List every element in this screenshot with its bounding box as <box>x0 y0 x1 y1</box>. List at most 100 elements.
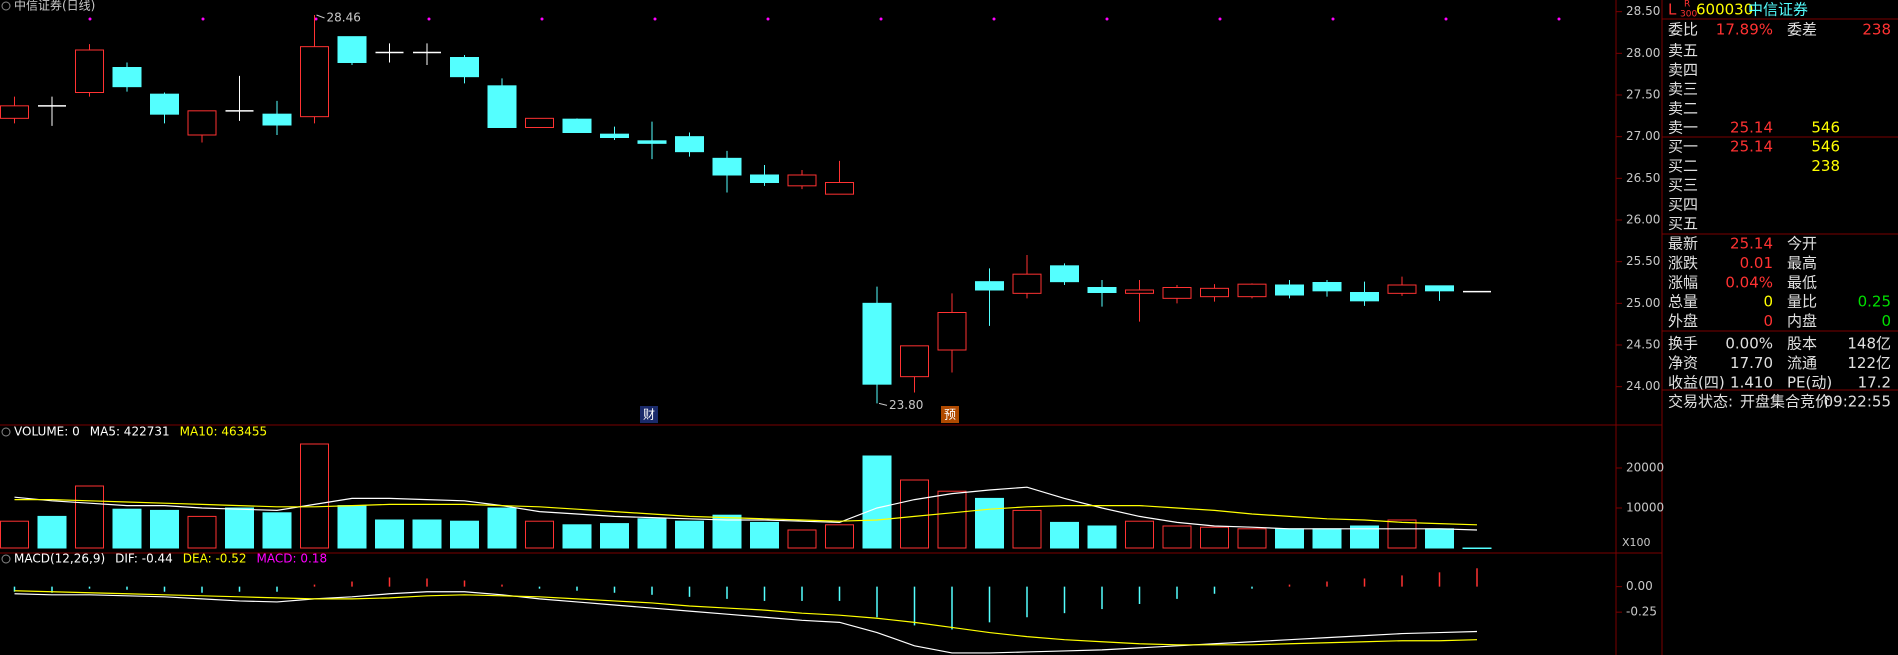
panel-text: 546 <box>1811 119 1840 137</box>
candle-body <box>0 105 29 119</box>
y-tick-label: 25.00 <box>1626 296 1660 310</box>
volume-bar <box>450 520 479 549</box>
y-tick-label: 10000 <box>1626 501 1664 515</box>
dot <box>992 17 996 21</box>
low-annotation: 23.80 <box>889 398 923 412</box>
panel-text: 0.25 <box>1858 293 1891 311</box>
dot <box>1218 17 1222 21</box>
candle-body <box>675 136 704 153</box>
y-tick-label: 24.00 <box>1626 379 1660 393</box>
panel-text: 300 <box>1680 10 1697 20</box>
marker-box <box>640 406 658 423</box>
candle-body <box>525 117 554 129</box>
volume-bar <box>937 490 967 549</box>
volume-bar <box>1162 525 1192 549</box>
dot <box>88 17 92 21</box>
y-tick-label: 20000 <box>1626 461 1664 475</box>
volume-bar <box>300 443 329 549</box>
event-marker[interactable]: 预 <box>944 408 956 422</box>
volume-bar <box>1200 526 1229 549</box>
y-tick-label: 0.00 <box>1626 579 1653 593</box>
high-annotation: 28.46 <box>327 11 361 25</box>
unit-label: X100 <box>1622 536 1651 549</box>
panel-text: 量比 <box>1787 293 1817 311</box>
panel-icon <box>1 427 11 437</box>
volume-bar <box>1125 520 1154 549</box>
panel-text: 今开 <box>1787 235 1817 253</box>
volume-bar <box>412 519 442 549</box>
volume-bar <box>1275 528 1304 549</box>
panel-text: 卖二 <box>1668 99 1698 117</box>
candle-body <box>300 46 329 118</box>
volume-bar <box>112 508 142 549</box>
y-tick-label: 28.50 <box>1626 4 1660 18</box>
panel-text: 买一 <box>1668 138 1698 156</box>
panel-text: 0.04% <box>1725 273 1773 291</box>
event-marker[interactable]: 财 <box>643 408 655 422</box>
y-tick-label: 25.50 <box>1626 254 1660 268</box>
candle-body <box>712 157 742 176</box>
panel-text: 股本 <box>1787 335 1817 353</box>
indicator-label: MA5: 422731 <box>90 425 170 439</box>
y-tick-label: 26.50 <box>1626 171 1660 185</box>
panel-text: 交易状态: <box>1668 393 1733 411</box>
panel-text: 中信证券 <box>1748 1 1808 19</box>
panel-text: 委比 <box>1668 21 1698 39</box>
panel-text: 0 <box>1763 293 1773 311</box>
candle-body <box>112 67 142 88</box>
candle-body <box>562 118 592 133</box>
volume-bar <box>0 520 29 549</box>
panel-text: 600030 <box>1696 1 1753 19</box>
candle-body <box>262 113 292 126</box>
dot <box>879 17 883 21</box>
y-tick-label: -0.25 <box>1626 605 1657 619</box>
panel-text: 最高 <box>1787 254 1817 272</box>
panel-text: 25.14 <box>1730 119 1773 137</box>
panel-icon <box>1 554 11 564</box>
volume-bar <box>1087 525 1117 549</box>
indicator-line <box>14 590 1478 646</box>
volume-bar <box>1350 525 1379 549</box>
panel-text: 卖五 <box>1668 42 1698 60</box>
annotation-arrow <box>316 14 325 19</box>
candle-body <box>750 174 779 183</box>
candle-body <box>900 345 929 378</box>
volume-bar <box>37 515 67 549</box>
volume-bar <box>487 507 517 549</box>
menu-icon[interactable] <box>1 1 11 11</box>
dot <box>766 17 770 21</box>
volume-bar <box>712 514 742 549</box>
panel-text: 开盘集合竞价 <box>1740 393 1830 411</box>
volume-bar <box>75 485 104 549</box>
panel-text: 122亿 <box>1847 354 1891 372</box>
panel-text: 17.89% <box>1716 21 1773 39</box>
volume-bar <box>262 512 292 549</box>
indicator-line <box>14 486 1478 531</box>
dot <box>427 17 431 21</box>
candle-body <box>1425 285 1454 292</box>
candle-body <box>1312 282 1342 292</box>
panel-text: 卖三 <box>1668 80 1698 98</box>
panel-text: 净资 <box>1668 354 1698 372</box>
candle-body <box>1387 284 1417 294</box>
candle-body <box>975 281 1004 291</box>
volume-bar <box>787 529 817 549</box>
panel-text: 1.410 <box>1730 373 1773 391</box>
panel-text: 09:22:55 <box>1824 393 1891 411</box>
panel-text: 0.00% <box>1725 335 1773 353</box>
dot <box>540 17 544 21</box>
candle-body <box>600 133 629 139</box>
panel-text: 最低 <box>1787 273 1817 291</box>
panel-text: 买三 <box>1668 176 1698 194</box>
panel-text: 买四 <box>1668 195 1698 213</box>
indicator-label: MA10: 463455 <box>180 425 268 439</box>
panel-text: 最新 <box>1668 235 1698 253</box>
volume-bar <box>1425 528 1454 549</box>
panel-text: 换手 <box>1668 335 1698 353</box>
dot <box>1557 17 1561 21</box>
candle-body <box>1275 284 1304 296</box>
indicator-label: DEA: -0.52 <box>183 552 247 566</box>
volume-bar <box>637 518 667 549</box>
indicator-label: VOLUME: 0 <box>14 425 80 439</box>
